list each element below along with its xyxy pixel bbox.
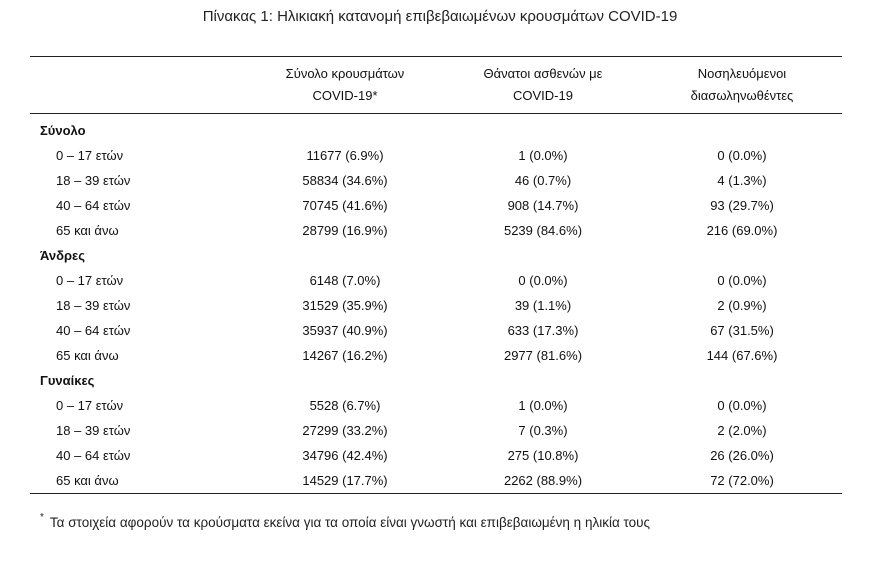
age-cell: 40 – 64 ετών bbox=[56, 323, 131, 338]
table-row: 0 – 17 ετών 11677 (6.9%) 1 (0.0%) 0 (0.0… bbox=[30, 143, 842, 168]
intubated-cell: 0 (0.0%) bbox=[717, 398, 767, 413]
cases-cell: 35937 (40.9%) bbox=[302, 323, 388, 338]
cases-cell: 28799 (16.9%) bbox=[302, 223, 388, 238]
deaths-cell: 0 (0.0%) bbox=[518, 273, 568, 288]
table-row: 18 – 39 ετών 58834 (34.6%) 46 (0.7%) 4 (… bbox=[30, 168, 842, 193]
cases-cell: 27299 (33.2%) bbox=[302, 423, 388, 438]
deaths-cell: 275 (10.8%) bbox=[507, 448, 579, 463]
header-intubated-line1: Νοσηλευόμενοι bbox=[697, 66, 787, 81]
table-header-row: Σύνολο κρουσμάτων COVID-19* Θάνατοι ασθε… bbox=[30, 56, 842, 114]
intubated-cell: 216 (69.0%) bbox=[706, 223, 778, 238]
table-row: 40 – 64 ετών 34796 (42.4%) 275 (10.8%) 2… bbox=[30, 443, 842, 468]
header-deaths: Θάνατοι ασθενών με COVID-19 bbox=[444, 57, 642, 114]
header-total-cases: Σύνολο κρουσμάτων COVID-19* bbox=[246, 57, 444, 114]
intubated-cell: 0 (0.0%) bbox=[717, 273, 767, 288]
age-cell: 65 και άνω bbox=[56, 348, 119, 363]
age-cell: 40 – 64 ετών bbox=[56, 448, 131, 463]
group-row-total: Σύνολο bbox=[30, 114, 842, 144]
cases-cell: 70745 (41.6%) bbox=[302, 198, 388, 213]
cases-cell: 14529 (17.7%) bbox=[246, 468, 444, 494]
deaths-cell: 39 (1.1%) bbox=[514, 298, 572, 313]
intubated-cell: 2 (2.0%) bbox=[717, 423, 767, 438]
intubated-cell: 26 (26.0%) bbox=[710, 448, 774, 463]
header-intubated-line2: διασωληνωθέντες bbox=[690, 88, 794, 103]
table-row: 18 – 39 ετών 27299 (33.2%) 7 (0.3%) 2 (2… bbox=[30, 418, 842, 443]
deaths-cell: 2977 (81.6%) bbox=[503, 348, 583, 363]
table-row: 0 – 17 ετών 6148 (7.0%) 0 (0.0%) 0 (0.0%… bbox=[30, 268, 842, 293]
intubated-cell: 4 (1.3%) bbox=[717, 173, 767, 188]
header-deaths-line1: Θάνατοι ασθενών με bbox=[483, 66, 603, 81]
cases-cell: 11677 (6.9%) bbox=[306, 148, 384, 163]
table-row: 65 και άνω 14529 (17.7%) 2262 (88.9%) 72… bbox=[30, 468, 842, 494]
footnote-marker: * bbox=[40, 512, 44, 523]
cases-cell: 31529 (35.9%) bbox=[302, 298, 388, 313]
table-row: 0 – 17 ετών 5528 (6.7%) 1 (0.0%) 0 (0.0%… bbox=[30, 393, 842, 418]
table-footnote: * Τα στοιχεία αφορούν τα κρούσματα εκείνα… bbox=[40, 512, 651, 530]
deaths-cell: 7 (0.3%) bbox=[518, 423, 568, 438]
age-cell: 18 – 39 ετών bbox=[56, 298, 131, 313]
intubated-cell: 72 (72.0%) bbox=[642, 468, 842, 494]
age-cell: 0 – 17 ετών bbox=[56, 398, 124, 413]
group-row-men: Άνδρες bbox=[30, 243, 842, 268]
intubated-cell: 144 (67.6%) bbox=[706, 348, 778, 363]
group-label: Γυναίκες bbox=[40, 373, 95, 388]
intubated-cell: 67 (31.5%) bbox=[710, 323, 774, 338]
intubated-cell: 2 (0.9%) bbox=[717, 298, 767, 313]
intubated-cell: 93 (29.7%) bbox=[710, 198, 774, 213]
cases-cell: 14267 (16.2%) bbox=[302, 348, 388, 363]
table-row: 65 και άνω 28799 (16.9%) 5239 (84.6%) 21… bbox=[30, 218, 842, 243]
age-cell: 40 – 64 ετών bbox=[56, 198, 131, 213]
cases-cell: 34796 (42.4%) bbox=[302, 448, 388, 463]
deaths-cell: 1 (0.0%) bbox=[518, 148, 568, 163]
deaths-cell: 1 (0.0%) bbox=[518, 398, 568, 413]
header-intubated: Νοσηλευόμενοι διασωληνωθέντες bbox=[642, 57, 842, 114]
header-deaths-line2: COVID-19 bbox=[513, 88, 573, 103]
cases-cell: 5528 (6.7%) bbox=[309, 398, 381, 413]
deaths-cell: 2262 (88.9%) bbox=[444, 468, 642, 494]
group-row-women: Γυναίκες bbox=[30, 368, 842, 393]
deaths-cell: 5239 (84.6%) bbox=[503, 223, 583, 238]
deaths-cell: 46 (0.7%) bbox=[514, 173, 572, 188]
table-row: 65 και άνω 14267 (16.2%) 2977 (81.6%) 14… bbox=[30, 343, 842, 368]
age-cell: 0 – 17 ετών bbox=[56, 273, 124, 288]
intubated-cell: 0 (0.0%) bbox=[717, 148, 767, 163]
age-cell: 18 – 39 ετών bbox=[56, 423, 131, 438]
age-distribution-table: Σύνολο κρουσμάτων COVID-19* Θάνατοι ασθε… bbox=[30, 56, 842, 494]
deaths-cell: 908 (14.7%) bbox=[507, 198, 579, 213]
group-label: Άνδρες bbox=[40, 248, 85, 263]
age-cell: 65 και άνω bbox=[56, 223, 119, 238]
table-caption: Πίνακας 1: Ηλικιακή κατανομή επιβεβαιωμέ… bbox=[202, 8, 678, 25]
table-row: 40 – 64 ετών 35937 (40.9%) 633 (17.3%) 6… bbox=[30, 318, 842, 343]
footnote-text: Τα στοιχεία αφορούν τα κρούσματα εκείνα … bbox=[49, 515, 651, 530]
age-cell: 0 – 17 ετών bbox=[56, 148, 124, 163]
header-total-cases-line2: COVID-19* bbox=[312, 88, 378, 103]
age-cell: 18 – 39 ετών bbox=[56, 173, 131, 188]
header-total-cases-line1: Σύνολο κρουσμάτων bbox=[285, 66, 405, 81]
cases-cell: 6148 (7.0%) bbox=[309, 273, 381, 288]
table-row: 40 – 64 ετών 70745 (41.6%) 908 (14.7%) 9… bbox=[30, 193, 842, 218]
deaths-cell: 633 (17.3%) bbox=[507, 323, 579, 338]
cases-cell: 58834 (34.6%) bbox=[302, 173, 388, 188]
age-cell: 65 και άνω bbox=[30, 468, 246, 494]
group-label: Σύνολο bbox=[40, 123, 86, 138]
header-blank bbox=[30, 57, 246, 114]
table-row: 18 – 39 ετών 31529 (35.9%) 39 (1.1%) 2 (… bbox=[30, 293, 842, 318]
